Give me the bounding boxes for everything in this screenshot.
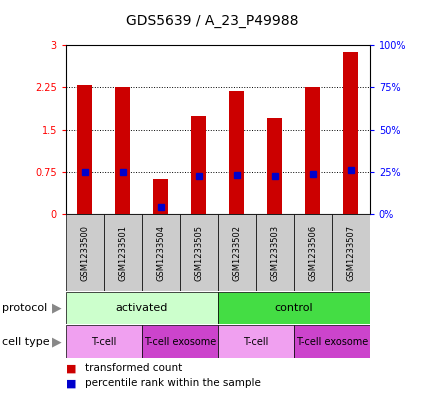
Text: percentile rank within the sample: percentile rank within the sample — [85, 378, 261, 388]
Bar — [305, 87, 320, 214]
Bar — [115, 87, 130, 214]
Text: protocol: protocol — [2, 303, 47, 313]
Bar — [180, 214, 218, 291]
Text: GSM1233506: GSM1233506 — [308, 224, 317, 281]
Text: T-cell: T-cell — [243, 336, 269, 347]
Bar — [294, 214, 332, 291]
Bar — [142, 214, 180, 291]
Text: control: control — [275, 303, 313, 313]
Bar — [332, 214, 370, 291]
Bar — [153, 179, 168, 214]
Text: GSM1233501: GSM1233501 — [118, 224, 127, 281]
Text: T-cell exosome: T-cell exosome — [296, 336, 368, 347]
Bar — [191, 116, 207, 214]
Text: GSM1233507: GSM1233507 — [346, 224, 355, 281]
Text: T-cell exosome: T-cell exosome — [144, 336, 216, 347]
Text: GSM1233502: GSM1233502 — [232, 224, 241, 281]
Text: activated: activated — [116, 303, 168, 313]
Bar — [218, 214, 256, 291]
Bar — [267, 118, 282, 214]
Text: GSM1233503: GSM1233503 — [270, 224, 279, 281]
Text: ■: ■ — [66, 378, 76, 388]
Bar — [343, 52, 358, 214]
Bar — [218, 292, 370, 324]
Bar — [294, 325, 370, 358]
Bar — [218, 325, 294, 358]
Text: T-cell: T-cell — [91, 336, 116, 347]
Text: transformed count: transformed count — [85, 363, 182, 373]
Text: GSM1233504: GSM1233504 — [156, 224, 165, 281]
Text: cell type: cell type — [2, 336, 50, 347]
Bar — [104, 214, 142, 291]
Text: GSM1233505: GSM1233505 — [194, 224, 203, 281]
Text: ▶: ▶ — [52, 335, 62, 348]
Bar — [66, 325, 142, 358]
Bar — [66, 214, 104, 291]
Text: GSM1233500: GSM1233500 — [80, 224, 89, 281]
Bar — [256, 214, 294, 291]
Text: GDS5639 / A_23_P49988: GDS5639 / A_23_P49988 — [126, 14, 299, 28]
Bar — [142, 325, 218, 358]
Bar — [229, 91, 244, 214]
Text: ■: ■ — [66, 363, 76, 373]
Bar — [66, 292, 218, 324]
Bar — [77, 84, 93, 214]
Text: ▶: ▶ — [52, 301, 62, 315]
